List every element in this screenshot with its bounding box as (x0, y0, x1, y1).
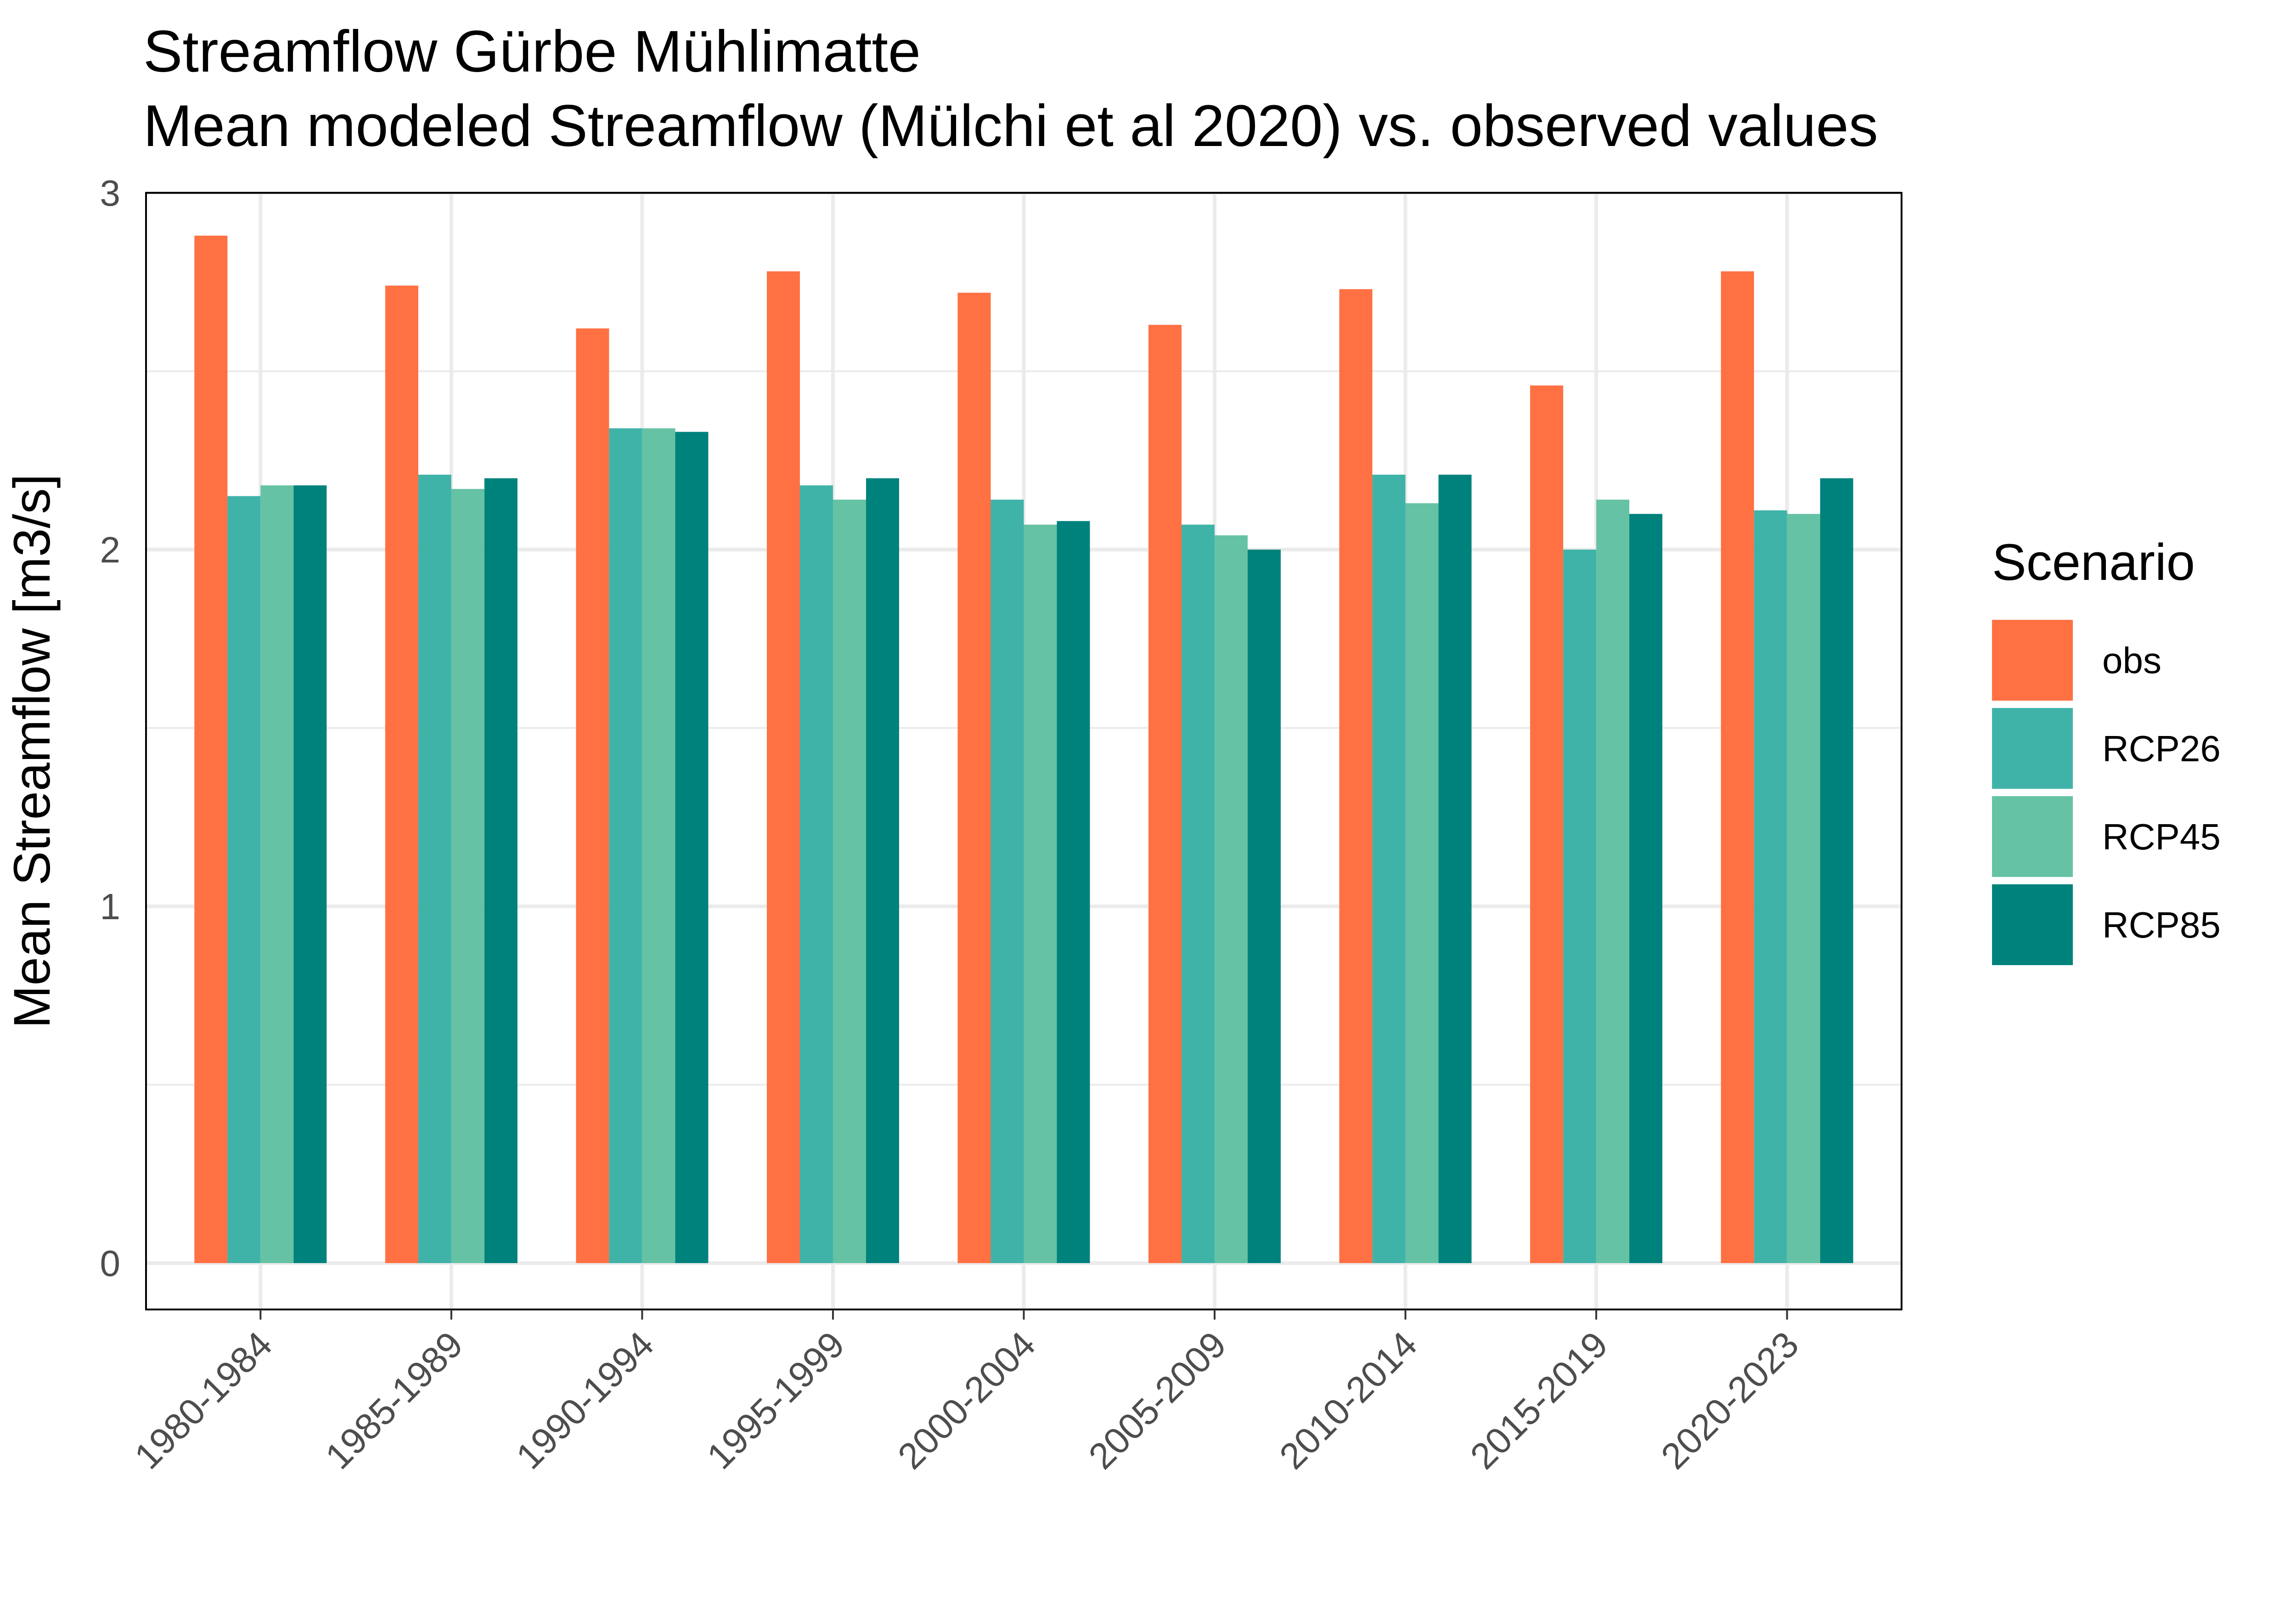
bar-rcp45-2015-2019 (1596, 500, 1630, 1263)
bar-rcp85-2020-2023 (1820, 478, 1853, 1263)
bar-rcp45-1980-1984 (260, 485, 294, 1263)
bar-rcp85-1995-1999 (866, 478, 899, 1263)
bar-rcp26-2020-2023 (1754, 510, 1787, 1263)
x-tick-label: 2010-2014 (1272, 1324, 1424, 1477)
legend-key-rcp85 (1992, 884, 2073, 965)
x-tick-label: 1995-1999 (699, 1324, 852, 1477)
bar-rcp26-1985-1989 (418, 474, 451, 1263)
bar-rcp85-2015-2019 (1629, 514, 1663, 1263)
bar-rcp26-1995-1999 (799, 485, 833, 1263)
y-tick-label: 3 (100, 173, 121, 214)
bar-rcp26-2005-2009 (1182, 524, 1215, 1263)
bar-obs-1985-1989 (385, 286, 418, 1263)
bar-rcp45-1995-1999 (833, 500, 866, 1263)
bar-rcp26-2010-2014 (1372, 474, 1406, 1263)
bar-obs-2005-2009 (1148, 325, 1182, 1263)
chart-subtitle: Mean modeled Streamflow (Mülchi et al 20… (143, 93, 1878, 159)
bar-rcp45-2000-2004 (1024, 524, 1057, 1263)
bar-rcp85-2005-2009 (1248, 549, 1281, 1263)
bars (194, 236, 1853, 1263)
y-tick-label: 1 (100, 886, 121, 927)
bar-rcp85-1980-1984 (293, 485, 327, 1263)
x-tick-label: 1985-1989 (317, 1324, 470, 1477)
y-axis-title: Mean Streamflow [m3/s] (3, 474, 61, 1028)
chart-title: Streamflow Gürbe Mühlimatte (143, 19, 921, 84)
bar-rcp85-2000-2004 (1057, 521, 1090, 1263)
bar-rcp85-1985-1989 (484, 478, 518, 1263)
y-tick-label: 2 (100, 529, 121, 570)
y-tick-label: 0 (100, 1243, 121, 1284)
bar-rcp26-2015-2019 (1563, 549, 1597, 1263)
x-tick-label: 2000-2004 (890, 1324, 1043, 1477)
bar-obs-1980-1984 (194, 236, 228, 1263)
x-tick-label: 2005-2009 (1081, 1324, 1234, 1477)
legend: Scenario obs RCP26 RCP45 RCP85 (1992, 534, 2221, 965)
bar-rcp85-2010-2014 (1438, 474, 1472, 1263)
legend-key-obs (1992, 620, 2073, 701)
legend-title: Scenario (1992, 534, 2195, 591)
bar-obs-2015-2019 (1530, 385, 1564, 1263)
bar-obs-2020-2023 (1721, 271, 1754, 1263)
legend-label-rcp26: RCP26 (2102, 728, 2221, 769)
bar-obs-2000-2004 (957, 292, 991, 1263)
legend-label-rcp85: RCP85 (2102, 905, 2221, 945)
bar-obs-1990-1994 (576, 328, 609, 1263)
bar-rcp45-2020-2023 (1787, 514, 1820, 1263)
x-tick-label: 2020-2023 (1653, 1324, 1806, 1477)
x-tick-label: 1990-1994 (508, 1324, 661, 1477)
bar-obs-1995-1999 (766, 271, 800, 1263)
bar-obs-2010-2014 (1339, 289, 1373, 1263)
legend-key-rcp26 (1992, 708, 2073, 789)
bar-rcp26-1980-1984 (227, 496, 261, 1263)
y-axis: 0 1 2 3 (100, 173, 121, 1284)
bar-rcp45-2010-2014 (1405, 503, 1439, 1263)
legend-key-rcp45 (1992, 796, 2073, 877)
x-tick-label: 2015-2019 (1463, 1324, 1615, 1477)
bar-rcp26-1990-1994 (609, 428, 642, 1263)
x-axis: 1980-1984 1985-1989 1990-1994 1995-1999 2000… (127, 1309, 1806, 1477)
bar-rcp45-1985-1989 (451, 489, 484, 1263)
bar-rcp45-2005-2009 (1215, 535, 1248, 1263)
x-tick-label: 1980-1984 (127, 1324, 280, 1477)
bar-rcp85-1990-1994 (675, 432, 709, 1263)
bar-rcp45-1990-1994 (642, 428, 675, 1263)
bar-rcp26-2000-2004 (990, 500, 1024, 1263)
legend-label-rcp45: RCP45 (2102, 816, 2221, 857)
legend-label-obs: obs (2102, 640, 2161, 681)
